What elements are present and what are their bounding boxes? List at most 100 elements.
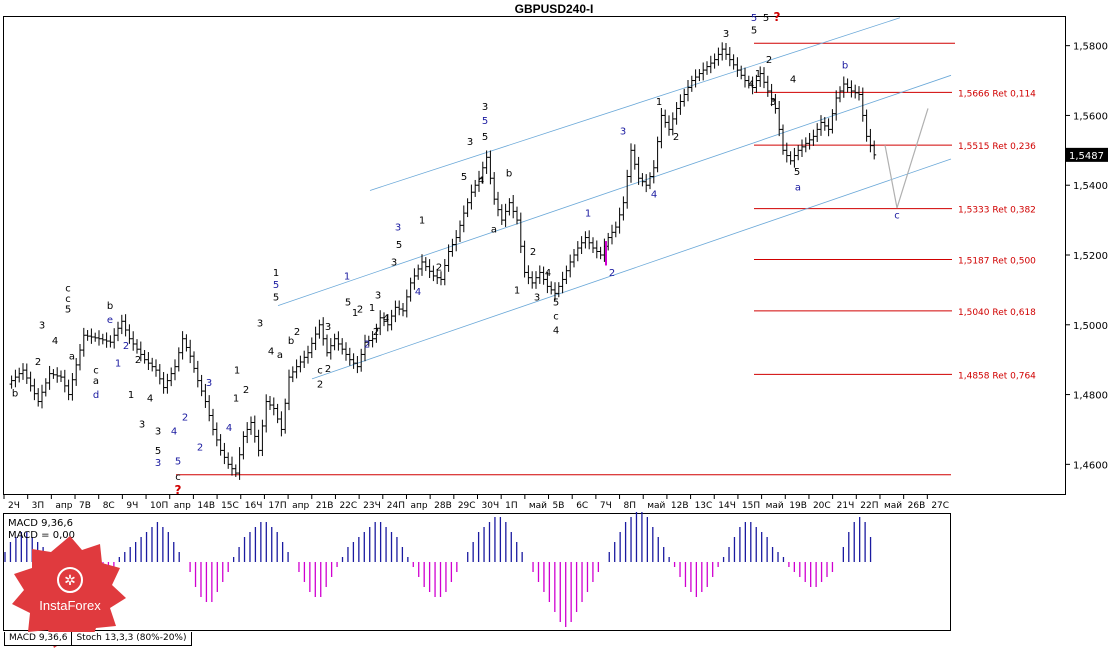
date-tick-label: 5В [553,501,565,511]
wave-label: 5 [273,292,279,303]
ohlc-bar [66,379,71,401]
date-tick-label: 19В [789,501,807,511]
ohlc-bar [17,367,22,383]
date-tick-label: 22С [339,501,357,511]
wave-label: 5 [751,13,757,24]
wave-label: 4 [478,175,484,186]
ohlc-bar [226,452,231,469]
ohlc-bar [374,323,379,343]
ohlc-bar [841,76,846,98]
ohlc-bar [180,331,185,360]
price-tick-label: 1,5000 [1073,321,1108,332]
date-tick-label: апр [410,501,427,511]
current-price-marker: 1,5487 [1066,147,1108,162]
date-tick-label: 14В [197,501,215,511]
price-tick-label: 1,5600 [1073,111,1108,122]
date-tick-label: 9Ч [126,501,138,511]
ohlc-bar [446,244,451,272]
ohlc-bar [108,335,113,348]
ohlc-bar [499,204,504,225]
wave-label: c [65,284,71,295]
ohlc-bar [572,249,576,268]
wave-label: 3 [467,137,473,148]
ohlc-bar [154,359,158,377]
ohlc-bar [458,220,462,242]
ohlc-bar [746,75,751,89]
wave-label: 1 [128,390,134,401]
ohlc-bar [359,348,364,372]
wave-label: 2 [294,327,300,338]
wave-label: 3 [139,420,145,431]
ohlc-bar [370,331,375,348]
wave-label: 5 [65,305,71,316]
ohlc-bar [629,143,633,183]
price-tick-label: 1,4800 [1073,391,1108,402]
ohlc-bar [511,194,516,219]
ohlc-bar [522,240,527,278]
ohlc-bar [344,342,348,361]
ohlc-bar [705,61,709,75]
date-tick-label: май [647,501,665,511]
macd-histogram [4,512,872,627]
wave-label: 2 [123,341,129,352]
instaforex-logo: ✲ InstaForex [10,536,130,648]
wave-label: 1 [585,209,591,220]
wave-label: 4 [553,326,559,337]
date-tick-label: 30Ч [482,501,500,511]
ohlc-bar [138,341,143,362]
wave-label: 4 [171,427,177,438]
ohlc-bar [617,207,622,234]
ohlc-bar [207,395,212,422]
ohlc-bar [857,86,861,101]
ohlc-bar [325,334,329,357]
ohlc-bar [777,100,782,137]
wave-label: a [795,182,801,193]
wave-label: 3 [257,319,263,330]
ohlc-bar [378,310,383,336]
fib-level-label: 1,5187 Ret 0,500 [958,257,1036,267]
current-price-label: 1,5487 [1069,151,1104,162]
ohlc-bar [496,191,500,217]
ohlc-bar [245,422,250,444]
date-tick-label: 20С [813,501,831,511]
ohlc-bar [758,66,763,87]
wave-label: a [277,350,283,361]
ohlc-bar [435,268,440,285]
ohlc-bar [74,358,79,386]
ohlc-bar [534,271,538,289]
date-tick-label: май [766,501,784,511]
ohlc-bar [218,434,223,456]
ohlc-bar [553,282,557,301]
ohlc-bar [480,161,485,184]
ohlc-bar [591,237,595,253]
ohlc-bar [256,429,261,457]
ohlc-bar [119,314,124,335]
date-tick-label: 14Ч [718,501,736,511]
tab-macd[interactable]: MACD 9,36,6 [4,632,73,646]
ohlc-bar [515,206,519,225]
ohlc-bar [838,86,842,103]
date-tick-label: апр [55,501,72,511]
ohlc-bar [819,115,823,136]
wave-label: 3 [534,292,540,303]
ohlc-bar [594,240,599,259]
ohlc-bar [541,266,546,285]
ohlc-bar [564,265,569,285]
wave-label: 2 [317,380,323,391]
ohlc-bar [294,359,299,379]
wave-label: a [491,224,497,235]
wave-label: 5 [751,25,757,36]
ohlc-bar [849,80,854,98]
wave-label: 1 [656,97,662,108]
date-tick-label: 8П [624,501,637,511]
tab-stoch[interactable]: Stoch 13,3,3 (80%-20%) [71,632,192,646]
wave-label: c [553,312,559,323]
ohlc-bar [488,150,493,185]
ohlc-bar [568,254,573,278]
ohlc-bar [321,317,326,346]
ohlc-bar [731,54,736,70]
ohlc-bar [477,170,481,192]
ohlc-bar [465,198,470,218]
wave-label: 3 [391,257,397,268]
wave-label: 4 [651,189,657,200]
